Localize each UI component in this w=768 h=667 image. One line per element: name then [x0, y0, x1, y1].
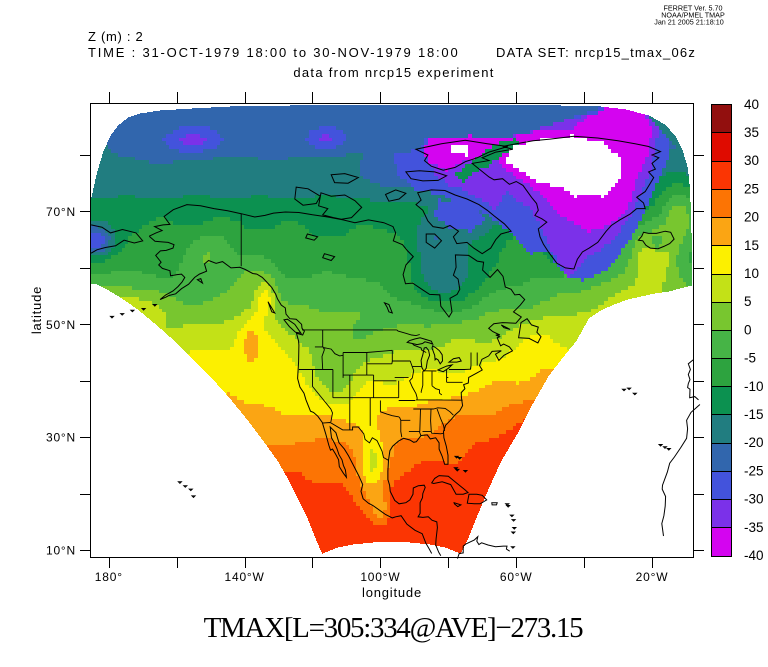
svg-text:-30: -30 [744, 492, 764, 507]
svg-text:DATA SET: nrcp15_tmax_06z: DATA SET: nrcp15_tmax_06z [496, 45, 696, 60]
svg-text:30°N: 30°N [46, 431, 76, 445]
svg-text:10°N: 10°N [46, 544, 76, 558]
svg-text:NOAA/PMEL TMAP: NOAA/PMEL TMAP [661, 11, 725, 20]
svg-text:-10: -10 [744, 379, 764, 394]
svg-text:15: 15 [744, 238, 759, 253]
svg-text:-40: -40 [744, 548, 764, 563]
svg-text:50°N: 50°N [46, 318, 76, 332]
svg-text:FERRET Ver. 5.70: FERRET Ver. 5.70 [664, 4, 723, 13]
svg-text:TMAX[L=305:334@AVE]−273.15: TMAX[L=305:334@AVE]−273.15 [204, 612, 583, 644]
svg-text:20: 20 [744, 210, 759, 225]
svg-text:10: 10 [744, 266, 759, 281]
svg-text:25: 25 [744, 181, 759, 196]
svg-text:100°W: 100°W [360, 570, 400, 584]
svg-text:140°W: 140°W [225, 570, 265, 584]
svg-text:-20: -20 [744, 435, 764, 450]
svg-text:-5: -5 [744, 351, 756, 366]
svg-text:60°W: 60°W [500, 570, 533, 584]
svg-text:20°W: 20°W [636, 570, 669, 584]
svg-text:180°: 180° [95, 570, 123, 584]
svg-text:-15: -15 [744, 407, 764, 422]
svg-text:longitude: longitude [362, 585, 422, 600]
svg-text:-25: -25 [744, 463, 764, 478]
svg-text:Jan 21 2005 21:18:10: Jan 21 2005 21:18:10 [654, 18, 724, 27]
svg-text:70°N: 70°N [46, 205, 76, 219]
svg-text:30: 30 [744, 153, 759, 168]
svg-text:35: 35 [744, 125, 759, 140]
svg-text:latitude: latitude [29, 286, 44, 334]
svg-text:Z (m) : 2: Z (m) : 2 [88, 29, 143, 44]
svg-text:TIME : 31-OCT-1979 18:00 to 30: TIME : 31-OCT-1979 18:00 to 30-NOV-1979 … [88, 45, 460, 60]
svg-text:-35: -35 [744, 520, 764, 535]
svg-text:0: 0 [744, 322, 752, 337]
svg-text:data from nrcp15 experiment: data from nrcp15 experiment [293, 65, 494, 80]
svg-text:40: 40 [744, 97, 759, 112]
svg-text:5: 5 [744, 294, 752, 309]
